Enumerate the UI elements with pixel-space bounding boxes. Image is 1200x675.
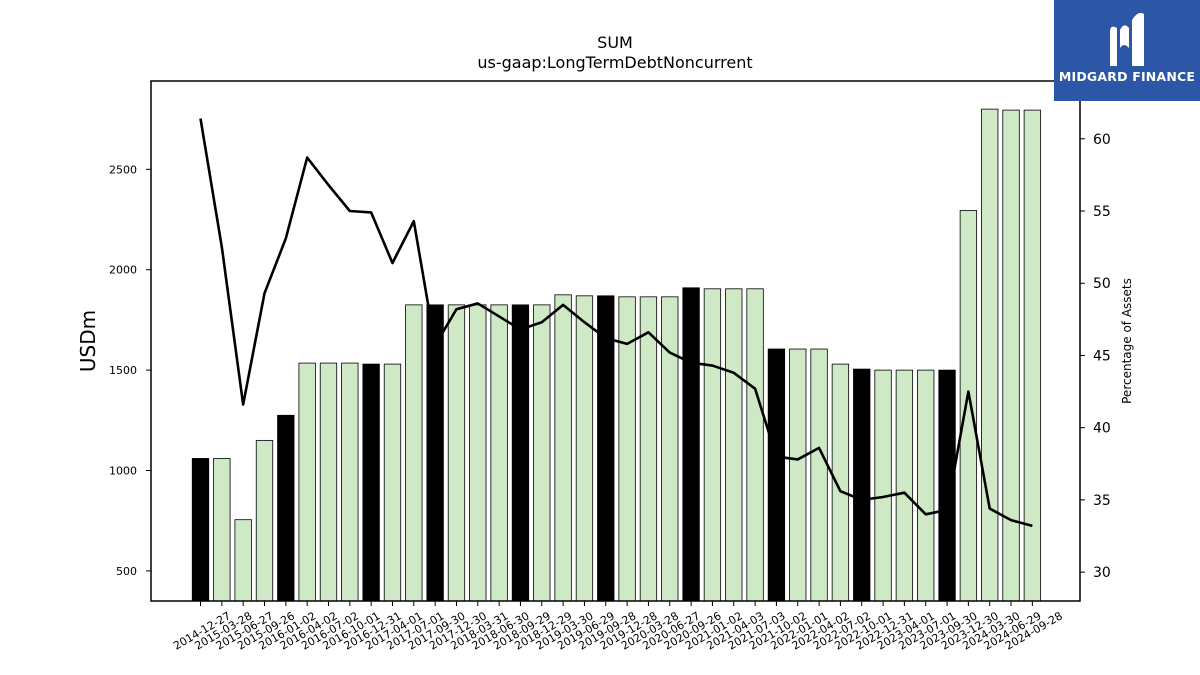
y-tick-label: 2000 (109, 264, 137, 277)
bar (682, 287, 700, 602)
bar (853, 368, 871, 602)
chart-subtitle: us-gaap:LongTermDebtNoncurrent (477, 53, 752, 72)
bar (895, 369, 914, 602)
bar (831, 363, 850, 602)
y-tick-label: 1000 (109, 464, 137, 477)
brand-name: MIDGARD FINANCE (1058, 69, 1196, 84)
bar (234, 519, 252, 602)
y-tick-label: 1500 (109, 364, 137, 377)
y2-axis: 30 35 40 45 50 55 60 (1080, 132, 1111, 581)
plot-frame (150, 80, 1081, 602)
y-tick-label: 500 (116, 565, 137, 578)
bar (511, 304, 530, 602)
y-tick-label: 2500 (109, 163, 137, 176)
bar (597, 295, 615, 602)
bar (810, 348, 828, 602)
bar (725, 288, 743, 602)
bar (447, 304, 466, 602)
bar (746, 288, 764, 602)
bar (554, 294, 572, 602)
bar (298, 362, 316, 602)
bar (405, 304, 423, 602)
bar (469, 304, 487, 602)
bar (319, 362, 338, 602)
y2-tick-label: 55 (1093, 204, 1111, 220)
bar (767, 348, 786, 602)
bar (426, 304, 444, 602)
bar (639, 296, 658, 602)
bar (917, 369, 935, 602)
percentage-line (199, 118, 1033, 528)
bar (575, 295, 594, 602)
bar (255, 439, 274, 602)
bar (533, 304, 551, 602)
bar (362, 363, 380, 602)
bar (938, 369, 956, 602)
y2-tick-label: 30 (1093, 565, 1111, 581)
bar (1023, 109, 1042, 602)
bar (981, 108, 999, 602)
y2-tick-label: 35 (1093, 493, 1111, 509)
line-group (199, 118, 1033, 528)
bar (191, 458, 210, 602)
logo-mark-icon (1110, 12, 1144, 67)
x-axis: 2014-12-272015-03-282015-06-272015-09-26… (171, 601, 1065, 653)
y-axis-label: USDm (76, 310, 100, 372)
bar (341, 362, 359, 602)
bars-group (191, 108, 1042, 602)
bar (661, 296, 679, 602)
y2-tick-label: 60 (1093, 132, 1111, 148)
y2-axis-label: Percentage of Assets (1120, 278, 1134, 404)
bar (213, 458, 231, 602)
bar (959, 210, 978, 602)
chart-title: SUM (597, 33, 633, 52)
bar (277, 414, 295, 602)
y2-tick-label: 45 (1093, 348, 1111, 364)
brand-logo: MIDGARD FINANCE (1054, 0, 1200, 101)
bar (789, 348, 807, 602)
y2-tick-label: 50 (1093, 276, 1111, 292)
bar (1002, 109, 1020, 602)
bar (383, 363, 402, 602)
y-axis: 500 1000 1500 2000 2500 (109, 163, 151, 578)
y2-tick-label: 40 (1093, 421, 1111, 437)
bar (703, 288, 722, 602)
bar (874, 369, 892, 602)
bar (490, 304, 508, 602)
